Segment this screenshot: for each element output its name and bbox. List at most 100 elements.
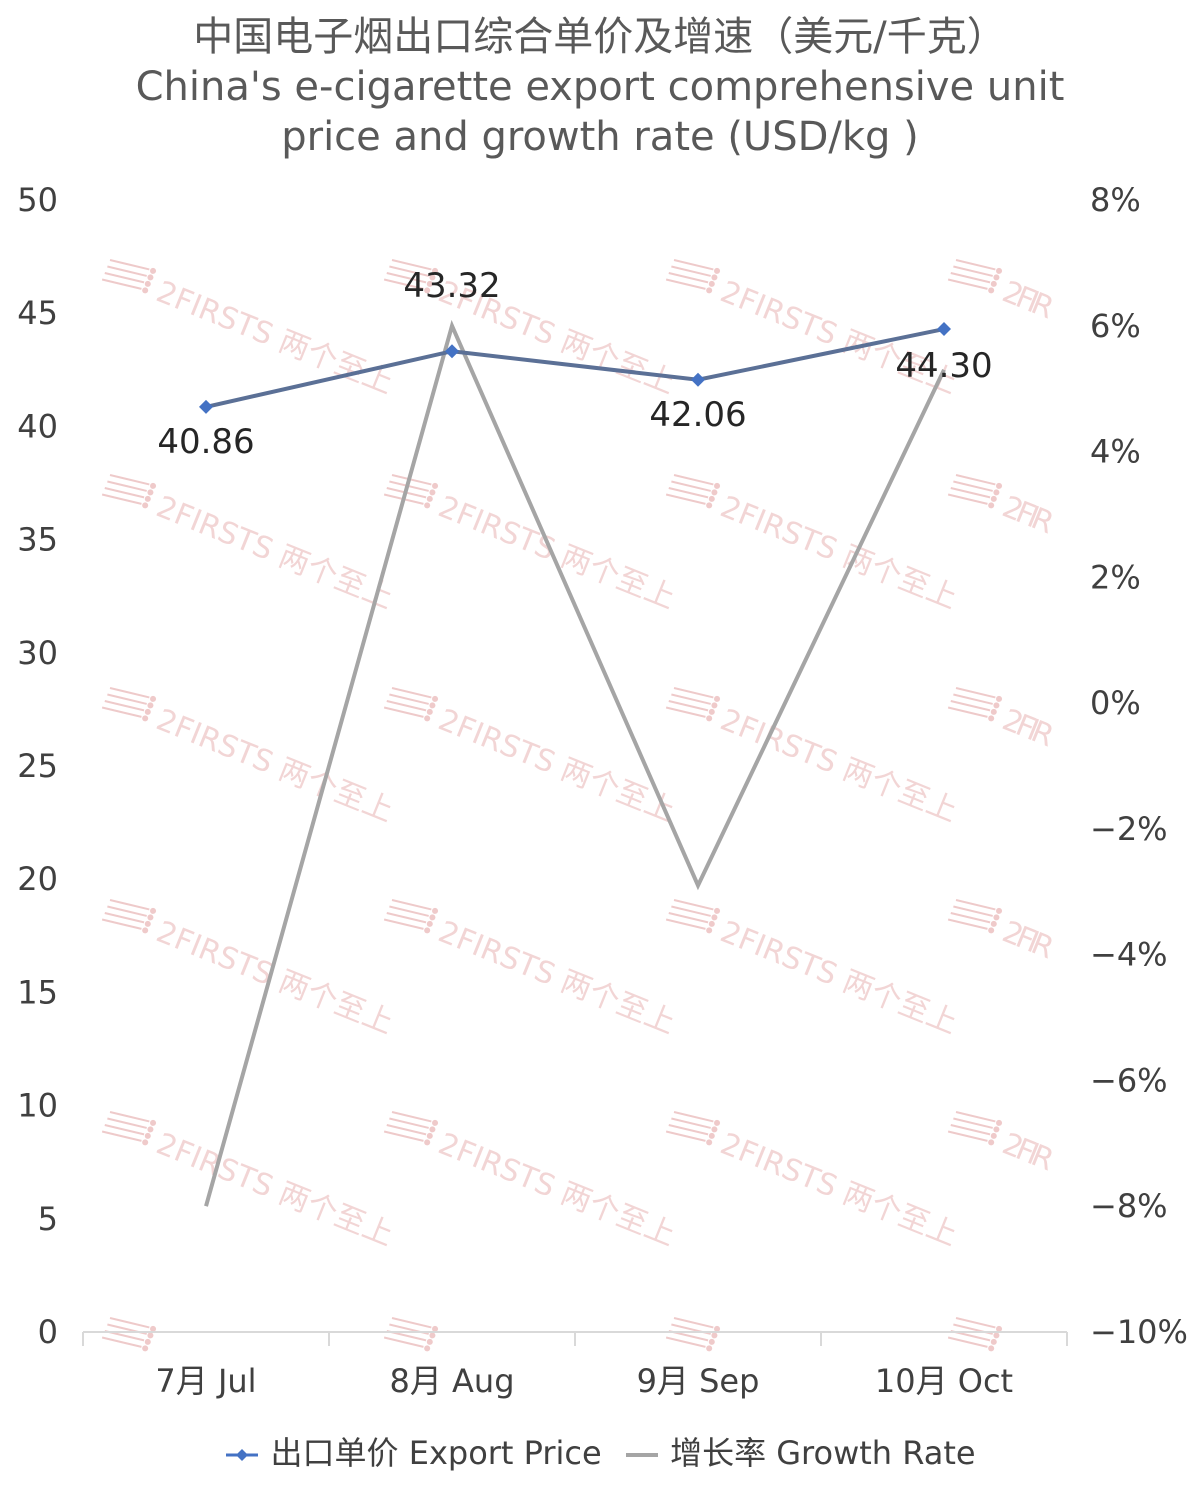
watermark-stroke: [391, 1317, 432, 1329]
watermark-stroke: [383, 278, 424, 290]
watermark-logo: 2FIR: [947, 1111, 1059, 1178]
watermark-stroke: [101, 1336, 142, 1348]
watermark-stroke: [383, 1336, 424, 1348]
watermark-text: 2FIRSTS 两个至上: [715, 914, 962, 1041]
watermark-stroke: [101, 493, 142, 505]
watermark-stroke: [668, 700, 709, 712]
watermark-stroke: [101, 918, 142, 930]
watermark-dot: [144, 920, 151, 927]
x-tick-label: 9月 Sep: [637, 1362, 760, 1400]
watermark-stroke: [953, 905, 993, 917]
legend-item-export-price[interactable]: 出口单价 Export Price: [224, 1428, 602, 1474]
watermark-stroke: [668, 487, 709, 499]
legend-label-growth-rate: 增长率 Growth Rate: [670, 1434, 976, 1472]
watermark-dot: [432, 907, 439, 914]
watermark-text: 2FIR: [997, 914, 1058, 966]
watermark-stroke: [389, 693, 429, 705]
y-right-tick-label: −4%: [1090, 936, 1168, 974]
watermark-dot: [426, 708, 433, 715]
watermark-dot: [996, 482, 1003, 489]
watermark-dot: [714, 267, 721, 274]
watermark-logo: 2FIRSTS 两个至上: [665, 1111, 962, 1253]
watermark-stroke: [671, 693, 711, 705]
y-right-tick-label: 4%: [1090, 433, 1141, 471]
y-left-tick-label: 20: [17, 860, 58, 898]
watermark-dot: [429, 914, 436, 921]
export-price-line: [205, 327, 945, 409]
watermark-stroke: [947, 706, 988, 718]
watermark-dot: [708, 280, 715, 287]
watermark-dot: [990, 920, 997, 927]
watermark-stroke: [101, 706, 142, 718]
y-left-tick-label: 40: [17, 407, 58, 445]
watermark-dot: [426, 280, 433, 287]
watermark-dot: [424, 502, 431, 509]
watermark-text: 2FIR: [997, 702, 1058, 754]
watermark-dot: [990, 495, 997, 502]
watermark-dot: [424, 715, 431, 722]
y-right-tick-label: 0%: [1090, 684, 1141, 722]
watermark-stroke: [109, 259, 150, 271]
export-price-point: [691, 372, 705, 387]
watermark-stroke: [104, 487, 145, 499]
watermark-stroke: [665, 1130, 706, 1142]
watermark-logo: 2FIRSTS 两个至上: [665, 687, 962, 829]
y-left-tick-label: 45: [17, 294, 58, 332]
watermark-logo: 2FIRSTS 两个至上: [101, 1111, 398, 1253]
watermark-stroke: [947, 918, 988, 930]
watermark-stroke: [955, 687, 996, 699]
watermark-dot: [432, 1119, 439, 1126]
watermark-dot: [988, 927, 995, 934]
export-price-data-label: 44.30: [895, 346, 992, 386]
watermark-stroke: [947, 278, 988, 290]
watermark-logo: 2FIRSTS 两个至上: [383, 687, 680, 829]
watermark-stroke: [391, 687, 432, 699]
watermark-logo: 2FIRSTS 两个至上: [383, 1111, 680, 1253]
watermark-dot: [150, 267, 157, 274]
watermark-stroke: [668, 272, 709, 284]
watermark-dot: [996, 1119, 1003, 1126]
watermark-dot: [706, 1139, 713, 1146]
watermark-stroke: [109, 474, 150, 486]
watermark-dot: [714, 1325, 721, 1332]
watermark-stroke: [947, 493, 988, 505]
watermark-dot: [147, 914, 154, 921]
watermark-dot: [429, 702, 436, 709]
export-price-data-label: 40.86: [157, 422, 254, 462]
chart-subtitle-line1: China's e-cigarette export comprehensive…: [135, 64, 1065, 110]
watermark-dot: [426, 495, 433, 502]
y-right-tick-label: 6%: [1090, 307, 1141, 345]
watermark-dot: [144, 708, 151, 715]
data-label-layer: 40.86 43.32 42.06 44.30: [157, 266, 992, 462]
watermark-dot: [142, 502, 149, 509]
watermark-stroke: [104, 272, 145, 284]
watermark-stroke: [665, 493, 706, 505]
legend-item-growth-rate[interactable]: 增长率 Growth Rate: [624, 1428, 976, 1474]
watermark-dot: [142, 1345, 149, 1352]
y-left-tick-label: 25: [17, 747, 58, 785]
watermark-dot: [996, 1325, 1003, 1332]
watermark-dot: [708, 1132, 715, 1139]
watermark-stroke: [668, 912, 709, 924]
watermark-stroke: [109, 899, 150, 911]
legend-marker-diamond-icon: [226, 1449, 259, 1461]
watermark-dot: [993, 914, 1000, 921]
watermark-stroke: [665, 278, 706, 290]
watermark-dot: [988, 1139, 995, 1146]
watermark-stroke: [955, 1317, 996, 1329]
watermark-stroke: [673, 687, 714, 699]
watermark-dot: [424, 1139, 431, 1146]
watermark-dot: [714, 695, 721, 702]
watermark-text: 2FIR: [997, 1126, 1058, 1178]
legend-marker-line-icon: [625, 1453, 658, 1457]
watermark-dot: [150, 1325, 157, 1332]
watermark-stroke: [391, 259, 432, 271]
axis-layer: 7月 Jul 8月 Aug 9月 Sep 10月 Oct 0 5 10 15 20 25 30 35 4…: [17, 181, 1188, 1400]
watermark-dot: [429, 489, 436, 496]
watermark-stroke: [955, 474, 996, 486]
watermark-stroke: [955, 899, 996, 911]
watermark-stroke: [383, 918, 424, 930]
watermark-dot: [988, 502, 995, 509]
watermark-stroke: [104, 912, 145, 924]
watermark-stroke: [955, 259, 996, 271]
